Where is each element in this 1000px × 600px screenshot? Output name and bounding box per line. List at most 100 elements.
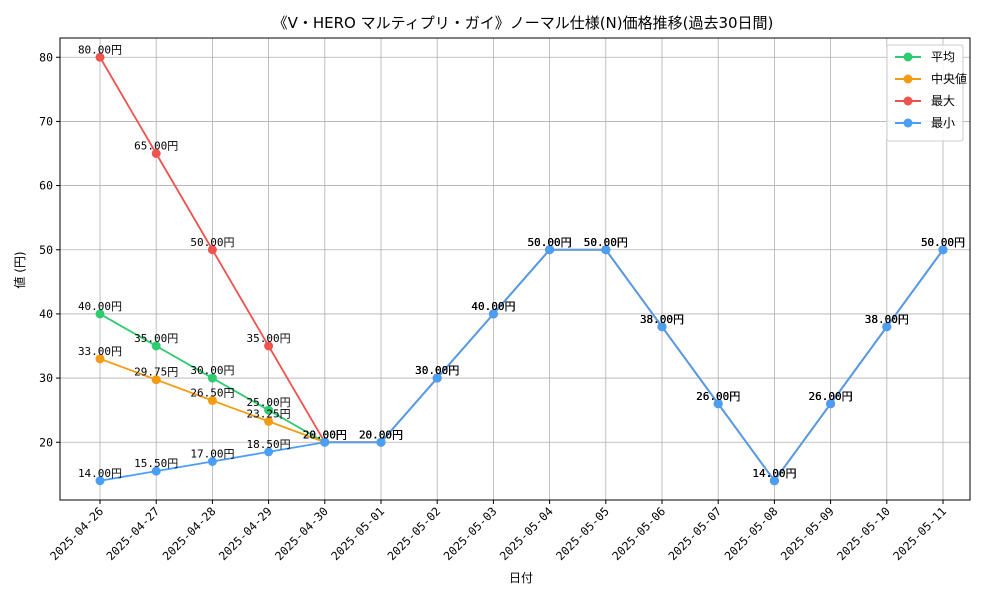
data-label: 20.00円	[303, 428, 347, 441]
data-label: 50.00円	[584, 236, 628, 249]
data-point	[488, 309, 498, 319]
data-label: 30.00円	[415, 364, 459, 377]
data-label: 40.00円	[471, 300, 515, 313]
legend-entry: 中央値	[931, 71, 967, 86]
data-label: 38.00円	[640, 313, 684, 326]
data-point	[320, 437, 330, 447]
data-label: 38.00円	[865, 313, 909, 326]
data-label: 30.00円	[415, 364, 459, 377]
data-point	[657, 322, 667, 332]
grid-layer	[60, 38, 970, 500]
data-label: 30.00円	[415, 364, 459, 377]
x-tick-label: 2025-04-29	[216, 504, 275, 563]
data-point	[151, 149, 161, 158]
data-label: 50.00円	[528, 236, 572, 249]
data-label: 14.00円	[752, 467, 796, 480]
data-point	[264, 405, 274, 415]
x-tick-label: 2025-05-07	[665, 504, 724, 563]
data-label: 50.00円	[584, 236, 628, 249]
data-label: 23.25円	[247, 407, 291, 420]
x-tick-label: 2025-05-01	[328, 504, 387, 563]
legend-swatch-marker	[903, 96, 913, 106]
series-layer	[95, 52, 948, 486]
data-label: 26.00円	[809, 390, 853, 403]
data-label: 80.00円	[78, 43, 122, 56]
data-point	[264, 416, 274, 426]
data-label: 26.00円	[696, 390, 740, 403]
legend-swatch-marker	[903, 52, 913, 62]
data-point	[95, 52, 105, 62]
data-label: 50.00円	[584, 236, 628, 249]
data-label: 26.00円	[696, 390, 740, 403]
data-label: 26.00円	[809, 390, 853, 403]
x-tick-label: 2025-05-11	[890, 504, 949, 563]
data-point	[207, 245, 217, 255]
data-label: 20.00円	[359, 428, 403, 441]
data-point	[713, 399, 723, 409]
data-point	[601, 245, 611, 255]
series-line	[99, 56, 944, 483]
data-point	[95, 476, 105, 486]
data-point	[938, 245, 948, 255]
data-point	[151, 341, 161, 351]
y-tick-label: 40	[39, 307, 53, 321]
y-tick-label: 20	[39, 435, 53, 449]
y-axis-label: 値 (円)	[12, 251, 27, 288]
data-point	[826, 399, 836, 409]
data-point	[376, 437, 386, 447]
legend-entry: 最小	[931, 116, 955, 130]
data-label: 20.00円	[303, 428, 347, 441]
data-point	[151, 466, 161, 476]
x-tick-label: 2025-05-05	[553, 504, 612, 563]
data-label: 30.00円	[190, 364, 234, 377]
plot-frame	[59, 37, 971, 501]
data-point	[207, 457, 217, 466]
data-label: 50.00円	[584, 236, 628, 249]
legend-entry: 最大	[931, 94, 955, 108]
data-label: 20.00円	[303, 428, 347, 441]
x-tick-label: 2025-05-09	[778, 504, 837, 563]
y-tick-label: 50	[39, 243, 53, 257]
data-point	[264, 341, 274, 351]
data-label: 38.00円	[640, 313, 684, 326]
data-label: 15.50円	[134, 457, 178, 470]
x-axis-label: 日付	[509, 571, 533, 585]
data-label: 35.00円	[134, 332, 178, 345]
data-point	[207, 373, 217, 383]
legend-swatch-marker	[903, 74, 913, 84]
data-label: 65.00円	[134, 140, 178, 153]
data-label: 50.00円	[921, 236, 965, 249]
data-label: 38.00円	[640, 313, 684, 326]
x-tick-label: 2025-05-08	[722, 504, 781, 563]
data-label: 40.00円	[471, 300, 515, 313]
data-label: 26.00円	[696, 390, 740, 403]
data-point	[207, 396, 217, 406]
data-label: 25.00円	[247, 396, 291, 409]
data-label: 14.00円	[752, 467, 796, 480]
data-label: 20.00円	[303, 428, 347, 441]
data-label: 50.00円	[190, 236, 234, 249]
data-label: 38.00円	[865, 313, 909, 326]
x-tick-label: 2025-05-02	[384, 504, 443, 563]
data-label: 40.00円	[471, 300, 515, 313]
x-tick-label: 2025-05-03	[441, 504, 500, 563]
data-point	[432, 373, 442, 383]
y-tick-label: 60	[39, 179, 53, 193]
data-label: 33.00円	[78, 345, 122, 358]
x-tick-label: 2025-04-28	[160, 504, 219, 563]
data-label: 50.00円	[921, 236, 965, 249]
x-tick-label: 2025-04-26	[47, 504, 106, 563]
data-label: 26.00円	[696, 390, 740, 403]
data-label: 29.75円	[134, 366, 178, 379]
legend-swatch-marker	[903, 118, 913, 128]
data-label: 20.00円	[359, 428, 403, 441]
data-point	[264, 447, 274, 457]
data-point	[151, 375, 161, 385]
x-tick-label: 2025-04-30	[272, 504, 331, 563]
data-label: 20.00円	[359, 428, 403, 441]
data-label: 50.00円	[921, 236, 965, 249]
data-label: 40.00円	[78, 300, 122, 313]
data-point	[95, 309, 105, 319]
data-label: 18.50円	[247, 438, 291, 451]
